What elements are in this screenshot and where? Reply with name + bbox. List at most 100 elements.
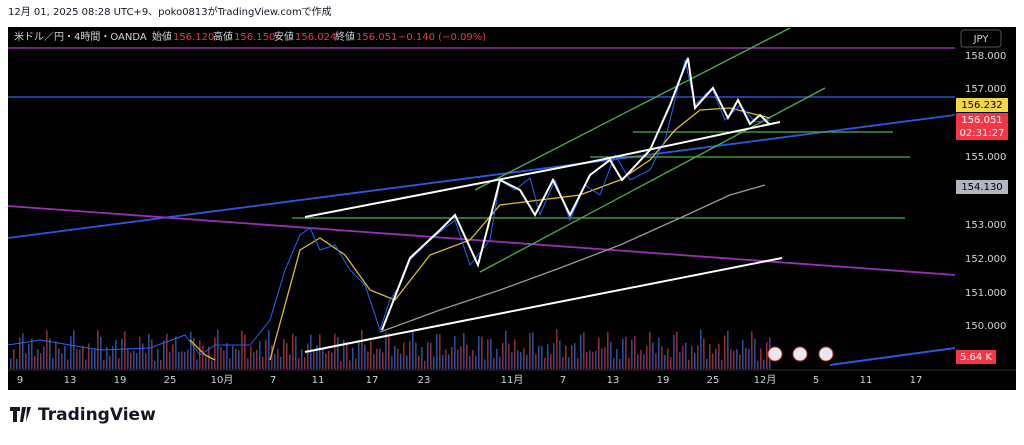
volume-bar (562, 357, 564, 369)
volume-bar (670, 357, 672, 369)
volume-bar (592, 351, 594, 369)
date-label: 25 (164, 375, 177, 386)
price-label: 151.000 (965, 288, 1006, 299)
volume-bar (712, 353, 714, 369)
volume-bar (442, 354, 444, 369)
logo[interactable]: TradingView (10, 405, 156, 425)
volume-bar (595, 350, 597, 369)
volume-bar (253, 352, 255, 369)
volume-bar (676, 331, 678, 369)
event-icons[interactable] (767, 346, 834, 362)
volume-bar (334, 333, 336, 369)
volume-bar (223, 350, 225, 369)
volume-bar (178, 351, 180, 369)
volume-bar (538, 345, 540, 369)
event-icon[interactable] (792, 346, 808, 362)
volume-bar (730, 349, 732, 369)
volume-bar (655, 353, 657, 369)
open-label: 始値 (152, 30, 172, 43)
price-label: 150.000 (965, 321, 1006, 332)
volume-bar (292, 333, 294, 369)
price-label: 157.000 (965, 84, 1006, 95)
close: 156.051 (356, 32, 397, 43)
volume-bar (451, 347, 453, 369)
volume-bar (85, 359, 87, 369)
volume-bar (280, 356, 282, 369)
volume-bar (598, 337, 600, 369)
event-icon[interactable] (818, 346, 834, 362)
volume-bar (367, 351, 369, 369)
volume-bar (259, 341, 261, 369)
volume-bar (13, 349, 15, 369)
volume-bar (331, 352, 333, 369)
volume-bar (532, 332, 534, 369)
volume-bar (406, 355, 408, 369)
volume-bar (544, 357, 546, 369)
volume (10, 329, 771, 369)
event-icon[interactable] (767, 346, 783, 362)
volume-bar (541, 345, 543, 369)
volume-bar (136, 352, 138, 369)
volume-bar (154, 360, 156, 369)
volume-bar (226, 343, 228, 369)
volume-bar (157, 349, 159, 369)
brand[interactable]: TradingView (38, 405, 156, 425)
volume-bar (211, 360, 213, 369)
volume-bar (661, 346, 663, 369)
volume-bar (511, 352, 513, 369)
volume-bar (505, 330, 507, 369)
legend: 米ドル／円・4時間・OANDA 始値 156.120 高値 156.150 安値… (14, 30, 486, 43)
volume-bar (496, 348, 498, 369)
volume-bar (514, 339, 516, 369)
date-label: 17 (366, 375, 379, 386)
currency-box[interactable] (960, 29, 1002, 48)
volume-bar (559, 340, 561, 369)
volume-bar (556, 329, 558, 369)
volume-bar (667, 348, 669, 369)
volume-bar (502, 343, 504, 369)
volume-bar (187, 349, 189, 369)
volume-bar (646, 346, 648, 369)
volume-bar (568, 357, 570, 369)
volume-bar (481, 336, 483, 369)
volume-bar (364, 345, 366, 369)
volume-bar (352, 347, 354, 369)
volume-bar (460, 346, 462, 369)
high-label: 高値 (213, 30, 233, 43)
volume-bar (664, 354, 666, 369)
volume-bar (205, 356, 207, 369)
volume-bar (118, 358, 120, 369)
volume-bar (322, 348, 324, 369)
ma-price: 154.130 (961, 182, 1002, 193)
volume-bar (613, 358, 615, 369)
volume-bar (472, 349, 474, 369)
last-tag (956, 113, 1008, 140)
volume-bar (214, 337, 216, 369)
volume-bar (478, 335, 480, 369)
price-label: 158.000 (965, 51, 1006, 62)
currency[interactable]: JPY (973, 34, 990, 45)
volume-bar (709, 344, 711, 369)
volume-bar (757, 360, 759, 369)
volume-bar (493, 357, 495, 369)
volume-bar (142, 343, 144, 369)
volume-bar (619, 359, 621, 369)
volume-bar (724, 335, 726, 369)
volume-bar (424, 360, 426, 369)
volume-bar (736, 349, 738, 369)
volume-bar (19, 337, 21, 369)
volume-bar (721, 359, 723, 369)
volume-bar (547, 344, 549, 369)
volume-bar (643, 354, 645, 369)
volume-bar (82, 345, 84, 369)
volume-bar (694, 352, 696, 369)
volume-bar (370, 341, 372, 369)
volume-bar (181, 351, 183, 369)
volume-bar (55, 341, 57, 369)
volume-bar (79, 349, 81, 369)
volume-bar (616, 349, 618, 369)
volume-bar (37, 349, 39, 369)
volume-bar (34, 355, 36, 369)
logo-mark[interactable] (10, 407, 31, 422)
